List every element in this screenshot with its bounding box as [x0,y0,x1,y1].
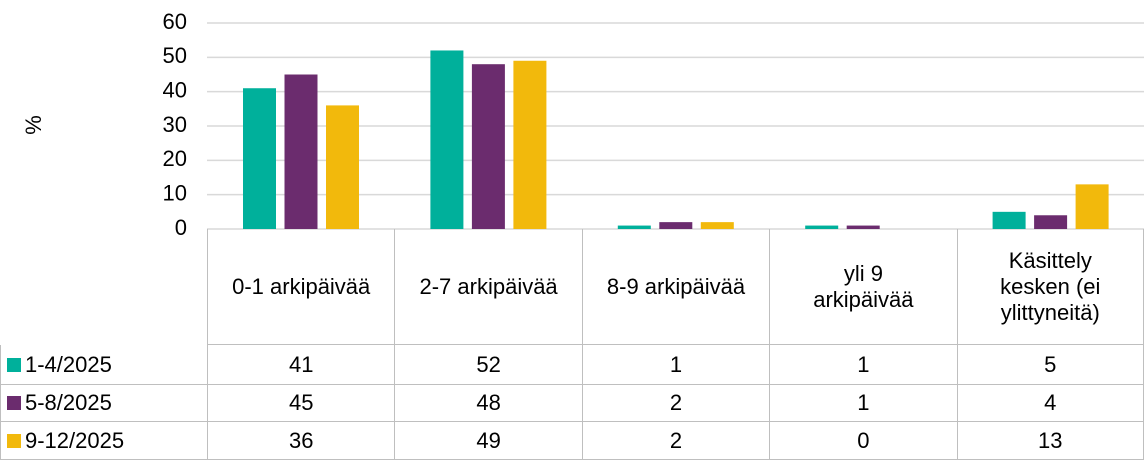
legend-swatch [7,396,21,410]
table-value: 52 [394,345,582,385]
table-value: 48 [394,385,582,422]
y-tick-label: 60 [163,9,187,34]
legend-label: 9-12/2025 [25,427,125,453]
legend-swatch [7,433,21,448]
y-tick-label: 20 [163,146,187,171]
category-cell: 8-9 arkipäivää [581,229,770,345]
y-tick-label: 30 [163,112,187,137]
category-cell: 0-1 arkipäivää [207,229,395,345]
bar [805,225,839,229]
table-value: 2 [581,385,770,422]
x-tick-label: yli 9 arkipäivää [813,260,914,312]
legend-cell: 1-4/2025 [0,345,207,385]
y-tick-label: 50 [163,43,187,68]
y-tick-label: 40 [163,77,187,102]
bar [659,222,693,229]
table-value: 5 [956,345,1144,385]
bar [471,64,505,229]
table-value: 36 [207,422,395,460]
bar [992,211,1026,229]
legend-label: 5-8/2025 [25,390,112,415]
table-value: 45 [207,385,395,422]
x-tick-label: Käsittely kesken (ei ylittyneitä) [1000,247,1101,325]
bar [326,105,359,229]
bar [1075,184,1109,229]
bar [513,60,547,230]
table-value: 1 [769,345,957,385]
table-value: 1 [581,345,770,385]
bar [846,225,880,229]
x-tick-label: 0-1 arkipäivää [232,273,371,299]
bar [430,50,464,229]
table-value: 41 [207,345,395,385]
legend-label: 1-4/2025 [25,351,112,377]
category-cell: 2-7 arkipäivää [394,229,582,345]
bar [700,222,734,229]
legend-cell: 5-8/2025 [0,385,207,422]
y-tick-label: 0 [175,215,187,240]
category-cell: yli 9 arkipäivää [769,229,957,345]
bar [1034,215,1068,229]
table-value: 4 [956,385,1144,422]
x-tick-label: 2-7 arkipäivää [419,273,558,299]
legend-cell: 9-12/2025 [0,422,207,460]
table-value: 2 [581,422,770,460]
table-value: 0 [769,422,957,460]
y-tick-label: 10 [163,180,187,205]
bar [284,74,318,229]
y-axis-label: % [21,115,46,135]
bar [243,88,276,229]
x-tick-label: 8-9 arkipäivää [606,273,746,299]
table-value: 13 [956,422,1144,460]
table-value: 1 [769,385,957,422]
category-cell: Käsittely kesken (ei ylittyneitä) [956,229,1144,345]
legend-swatch [7,357,21,372]
table-value: 49 [394,422,582,460]
bar [617,225,651,229]
